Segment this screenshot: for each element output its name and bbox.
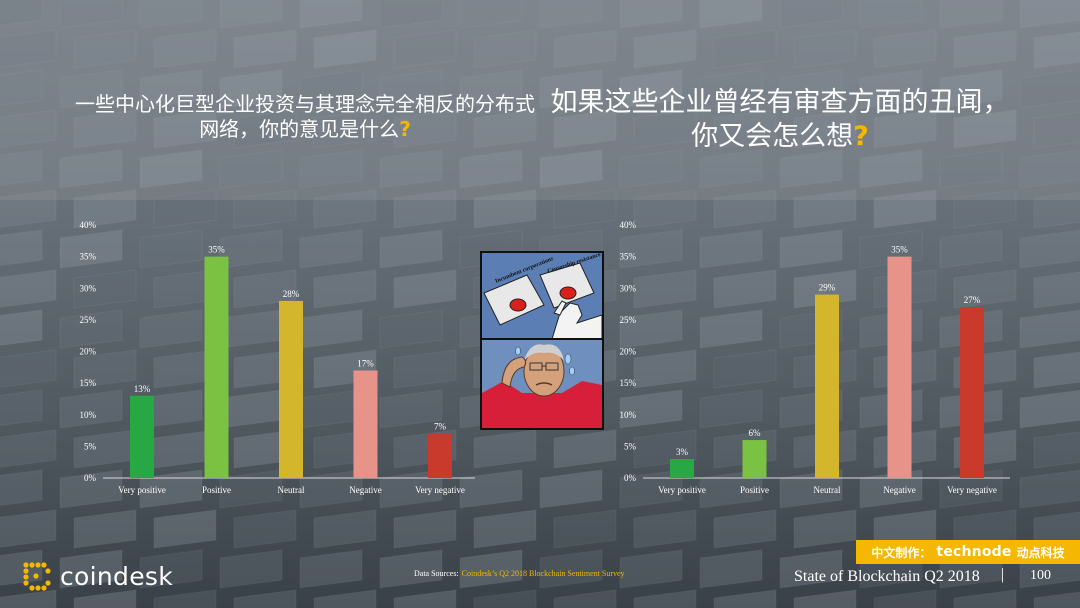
x-category-label: Positive <box>202 485 231 495</box>
two-buttons-meme-image: Incumbent corporations Censorship resist… <box>480 251 604 430</box>
y-tick-label: 15% <box>620 378 637 388</box>
bar <box>428 433 452 478</box>
chart-left: 0% 5% 10% 15% 20% 25% 30% 35% 40% 13% Very positiv… <box>80 220 475 495</box>
chart-right: 0% 5% 10% 15% 20% 25% 30% 35% 40% 3% Very positive… <box>540 0 1080 608</box>
bar <box>742 440 767 478</box>
y-tick-label: 25% <box>80 315 97 325</box>
coindesk-logo-text: coindesk <box>60 561 173 591</box>
y-tick-label: 5% <box>84 441 97 451</box>
bar-value-label: 3% <box>676 447 689 457</box>
y-tick-label: 30% <box>80 283 97 293</box>
y-tick-label: 35% <box>80 252 97 262</box>
x-category-label: Neutral <box>278 485 305 495</box>
x-category-label: Very negative <box>415 485 465 495</box>
bar-value-label: 6% <box>749 428 762 438</box>
x-category-label: Negative <box>349 485 381 495</box>
bar-value-label: 13% <box>134 384 151 394</box>
chart-right-title: 如果这些企业曾经有审查方面的丑闻，你又会怎么想? <box>545 86 1015 154</box>
question-mark-left: ? <box>399 117 411 141</box>
coindesk-logo-icon <box>23 562 51 591</box>
y-tick-label: 20% <box>80 347 97 357</box>
meme-illustration: Incumbent corporations Censorship resist… <box>482 253 602 428</box>
x-category-label: Very negative <box>947 485 997 495</box>
page-number: 100 <box>1030 568 1051 583</box>
x-category-label: Very positive <box>658 485 706 495</box>
footer-title: State of Blockchain Q2 2018 <box>794 568 980 585</box>
bar <box>960 307 984 478</box>
credit-brand: technode <box>936 544 1012 560</box>
bar-value-label: 35% <box>208 245 225 255</box>
footer-separator: | <box>1001 566 1005 583</box>
y-tick-label: 0% <box>84 473 97 483</box>
chart-left-svg: 0% 5% 10% 15% 20% 25% 30% 35% 40% 13% Very positiv… <box>80 220 475 495</box>
y-tick-label: 10% <box>620 410 637 420</box>
chart-right-svg: 0% 5% 10% 15% 20% 25% 30% 35% 40% 3% Very positive… <box>620 220 1010 495</box>
coindesk-logo: coindesk <box>20 558 173 594</box>
bar-value-label: 28% <box>283 289 300 299</box>
bar-value-label: 29% <box>819 283 836 293</box>
bar <box>670 459 694 478</box>
y-tick-label: 40% <box>620 220 637 230</box>
bar <box>815 294 839 478</box>
credit-prefix: 中文制作： <box>871 545 932 560</box>
bar-value-label: 17% <box>357 358 374 368</box>
credit-suffix: 动点科技 <box>1016 545 1065 560</box>
y-tick-label: 10% <box>80 410 97 420</box>
bar <box>204 256 229 478</box>
bar <box>279 300 303 478</box>
y-tick-label: 15% <box>80 378 97 388</box>
data-source-note: Data Sources: Coindesk’s Q2 2018 Blockcha… <box>414 569 625 578</box>
data-source-link[interactable]: Coindesk’s Q2 2018 Blockchain Sentiment … <box>461 569 625 578</box>
bar <box>887 256 912 478</box>
bar-value-label: 35% <box>891 245 908 255</box>
bar <box>130 395 154 478</box>
bar-value-label: 7% <box>434 422 447 432</box>
y-tick-label: 20% <box>620 347 637 357</box>
x-category-label: Very positive <box>118 485 166 495</box>
chart-left-title-text: 一些中心化巨型企业投资与其理念完全相反的分布式网络，你的意见是什么 <box>75 92 535 141</box>
data-source-prefix: Data Sources: <box>414 569 459 578</box>
x-category-label: Neutral <box>814 485 841 495</box>
chart-right-title-text: 如果这些企业曾经有审查方面的丑闻，你又会怎么想 <box>550 87 1010 152</box>
y-tick-label: 35% <box>620 252 637 262</box>
question-mark-right: ? <box>853 120 869 152</box>
y-tick-label: 25% <box>620 315 637 325</box>
y-tick-label: 30% <box>620 283 637 293</box>
chinese-production-credit-badge: 中文制作： technode 动点科技 <box>856 540 1080 564</box>
y-tick-label: 40% <box>80 220 97 230</box>
bar-value-label: 27% <box>964 295 981 305</box>
chart-left-title: 一些中心化巨型企业投资与其理念完全相反的分布式网络，你的意见是什么? <box>70 92 540 142</box>
y-tick-label: 0% <box>624 473 637 483</box>
x-category-label: Negative <box>883 485 915 495</box>
bar <box>353 370 378 478</box>
x-category-label: Positive <box>740 485 769 495</box>
y-tick-label: 5% <box>624 441 637 451</box>
